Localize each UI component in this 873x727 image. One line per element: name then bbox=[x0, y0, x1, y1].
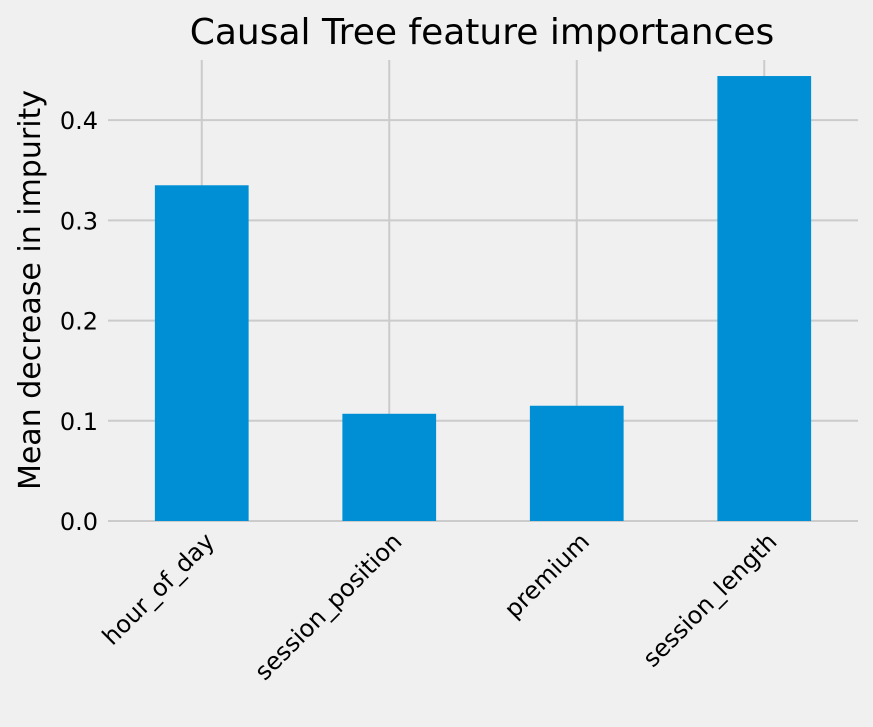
bar-session_length bbox=[717, 76, 812, 521]
y-tick-label: 0.1 bbox=[60, 408, 98, 436]
bar-session_position bbox=[342, 413, 437, 521]
bar-hour_of_day bbox=[154, 185, 249, 522]
y-tick-label: 0.3 bbox=[60, 207, 98, 235]
y-tick-label: 0.0 bbox=[60, 508, 98, 536]
bars bbox=[154, 76, 812, 522]
y-tick-label: 0.2 bbox=[60, 308, 98, 336]
bar-premium bbox=[529, 405, 624, 521]
y-tick-label: 0.4 bbox=[60, 107, 98, 135]
y-tick-labels: 0.0 0.1 0.2 0.3 0.4 bbox=[60, 107, 98, 536]
y-axis-label: Mean decrease in impurity bbox=[13, 90, 48, 490]
chart-title: Causal Tree feature importances bbox=[190, 12, 775, 53]
